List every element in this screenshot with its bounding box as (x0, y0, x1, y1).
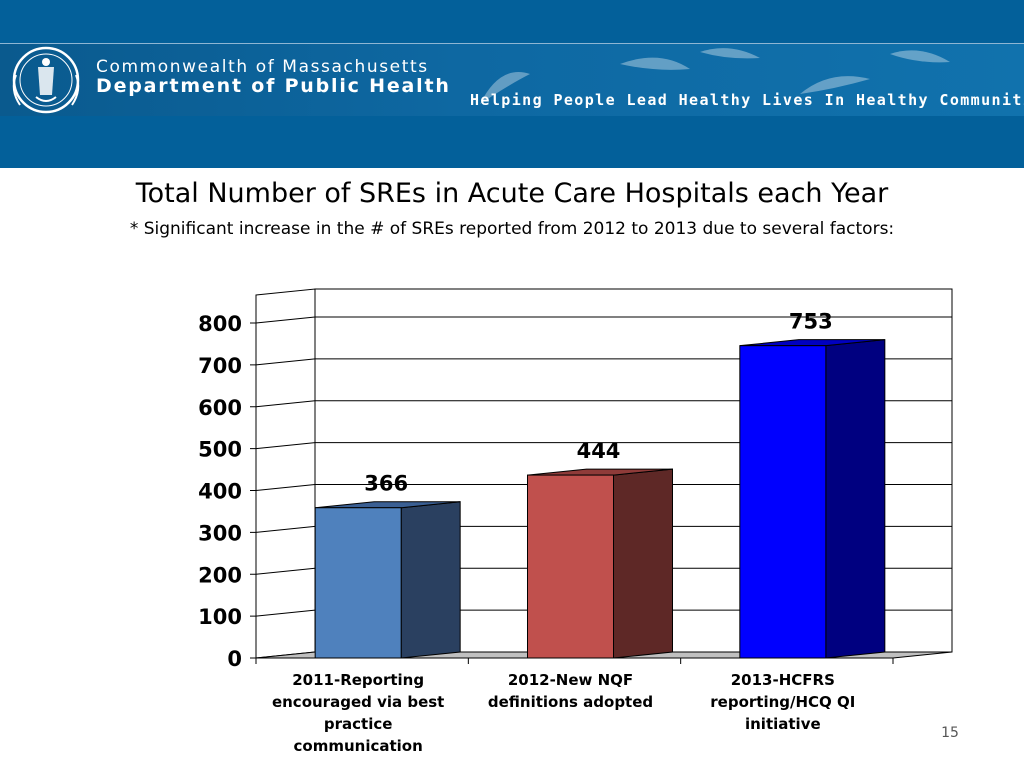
category-label-line: encouraged via best (271, 693, 445, 711)
y-tick-label: 500 (198, 438, 242, 462)
category-label-2: 2012-New NQF definitions adopted (471, 669, 671, 713)
leaf-decoration-icon (480, 48, 950, 104)
bar-side-1 (400, 501, 461, 659)
category-label-line: practice (323, 715, 393, 733)
bar-side-3 (825, 339, 886, 659)
y-tick-label: 700 (198, 354, 242, 378)
gridline-side (255, 316, 316, 324)
bar-side-2 (613, 468, 673, 659)
category-label-line: 2012-New NQF (507, 671, 634, 689)
data-label-3: 753 (789, 310, 833, 334)
category-label-line: 2011-Reporting (292, 671, 425, 689)
chart-side-wall (255, 288, 316, 659)
gridline-side (255, 400, 316, 408)
y-tick-label: 400 (198, 480, 242, 504)
gridline-side (255, 609, 316, 617)
y-tick-label: 600 (198, 396, 242, 420)
tagline: Helping People Lead Healthy Lives In Hea… (470, 91, 1024, 109)
y-tick-label: 200 (198, 563, 242, 587)
dept-line2: Department of Public Health (96, 75, 451, 97)
gridline-side (255, 358, 316, 366)
chart-subtitle: * Significant increase in the # of SREs … (129, 219, 895, 239)
gridline-side (255, 567, 316, 575)
category-label-line: definitions adopted (487, 693, 654, 711)
y-tick-label: 300 (198, 521, 242, 545)
chart-title: Total Number of SREs in Acute Care Hospi… (135, 178, 889, 209)
page-number: 15 (941, 725, 959, 741)
dept-line1: Commonwealth of Massachusetts (96, 57, 429, 77)
banner-strip (0, 44, 1024, 116)
data-label-1: 366 (364, 472, 408, 496)
data-label-2: 444 (577, 439, 621, 463)
gridline-side (255, 484, 316, 491)
y-tick-label: 800 (198, 312, 242, 336)
category-label-line: 2013-HCFRS (730, 671, 835, 689)
gridline-side (255, 442, 316, 450)
category-label-3: 2013-HCFRS reporting/HCQ QI initiative (683, 669, 883, 735)
massachusetts-seal-icon (12, 46, 80, 114)
gridline-side (255, 525, 316, 533)
banner-divider (0, 43, 1024, 44)
category-label-1: 2011-Reporting encouraged via best practic… (258, 669, 458, 757)
y-tick-label: 100 (198, 605, 242, 629)
category-label-line: initiative (744, 715, 821, 733)
bar-3 (739, 345, 827, 659)
bar-2 (527, 474, 614, 659)
header-banner: Commonwealth of Massachusetts Department… (0, 0, 1024, 168)
y-tick-label: 0 (227, 647, 242, 671)
category-label-line: reporting/HCQ QI (710, 693, 856, 711)
category-label-line: communication (293, 737, 423, 755)
bar-1 (314, 507, 402, 659)
